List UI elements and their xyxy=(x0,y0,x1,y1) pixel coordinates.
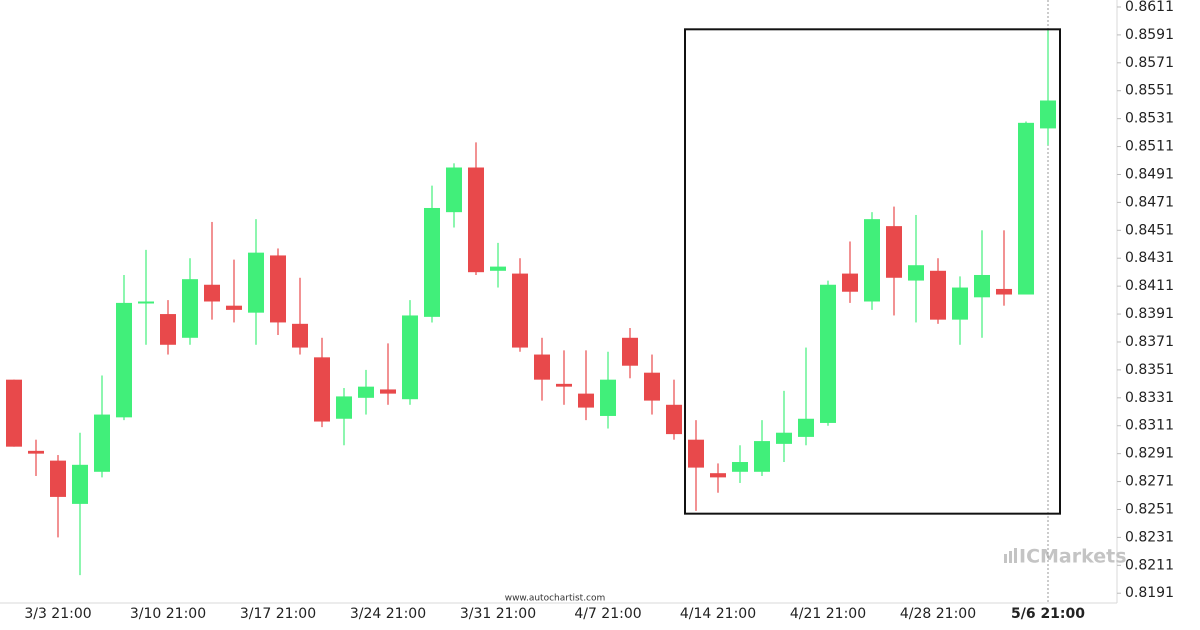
x-tick-label: 3/31 21:00 xyxy=(460,606,536,622)
watermark: www.autochartist.com xyxy=(505,594,606,604)
candle-body xyxy=(336,396,352,419)
candle-body xyxy=(688,439,704,468)
candle-body xyxy=(94,414,110,472)
y-tick-label: 0.8191 xyxy=(1125,585,1174,601)
x-tick-label: 3/3 21:00 xyxy=(24,606,91,622)
candle-body xyxy=(160,314,176,345)
candle-body xyxy=(380,389,396,394)
candle-body xyxy=(798,418,814,437)
brand-logo: ICMarkets xyxy=(1004,546,1127,568)
candle-body xyxy=(204,284,220,302)
candle-body xyxy=(1018,122,1034,295)
y-tick-label: 0.8251 xyxy=(1125,501,1174,517)
candle-body xyxy=(842,273,858,292)
y-tick-label: 0.8411 xyxy=(1125,278,1174,294)
x-tick-label: 4/28 21:00 xyxy=(900,606,976,622)
candle-body xyxy=(578,393,594,408)
candle-body xyxy=(248,252,264,313)
candle-body xyxy=(28,450,44,454)
y-tick-label: 0.8471 xyxy=(1125,194,1174,210)
candle-body xyxy=(666,404,682,435)
y-tick-label: 0.8291 xyxy=(1125,446,1174,462)
candle-body xyxy=(864,219,880,302)
y-tick-label: 0.8351 xyxy=(1125,362,1174,378)
candle-body xyxy=(402,315,418,400)
x-tick-label: 4/7 21:00 xyxy=(574,606,641,622)
candle-body xyxy=(732,462,748,472)
candle-body xyxy=(50,460,66,497)
logo-bar xyxy=(1009,551,1012,563)
x-tick-label: 4/21 21:00 xyxy=(790,606,866,622)
x-tick-label: 4/14 21:00 xyxy=(680,606,756,622)
candle-body xyxy=(622,337,638,366)
candle-body xyxy=(820,284,836,423)
candle-body xyxy=(358,386,374,398)
y-tick-label: 0.8531 xyxy=(1125,111,1174,127)
candle-body xyxy=(930,270,946,320)
candle-body xyxy=(116,302,132,418)
candle-body xyxy=(446,167,462,213)
candle-body xyxy=(710,473,726,478)
y-tick-label: 0.8211 xyxy=(1125,557,1174,573)
candle-body xyxy=(534,354,550,380)
y-tick-label: 0.8371 xyxy=(1125,334,1174,350)
candle-body xyxy=(72,464,88,504)
candle-body xyxy=(6,379,22,447)
candle-body xyxy=(182,279,198,338)
y-tick-label: 0.8611 xyxy=(1125,0,1174,15)
candle-body xyxy=(314,357,330,422)
x-tick-label: 3/10 21:00 xyxy=(130,606,206,622)
candle-body xyxy=(754,441,770,472)
candle-body xyxy=(138,301,154,304)
candle-body xyxy=(270,255,286,323)
x-tick-label: 3/24 21:00 xyxy=(350,606,426,622)
x-tick-label: 5/6 21:00 xyxy=(1011,606,1085,622)
candle-body xyxy=(908,265,924,281)
candle-body xyxy=(974,274,990,298)
candle-body xyxy=(424,207,440,317)
logo-bar xyxy=(1014,548,1017,563)
candle-body xyxy=(996,288,1012,295)
y-tick-label: 0.8571 xyxy=(1125,55,1174,71)
candle-body xyxy=(512,273,528,348)
candle-body xyxy=(1040,100,1056,129)
candle-body xyxy=(226,305,242,310)
y-tick-label: 0.8451 xyxy=(1125,222,1174,238)
logo-bar xyxy=(1004,554,1007,563)
candle-body xyxy=(490,266,506,271)
candle-body xyxy=(556,383,572,387)
x-tick-label: 3/17 21:00 xyxy=(240,606,316,622)
y-tick-label: 0.8271 xyxy=(1125,474,1174,490)
y-tick-label: 0.8591 xyxy=(1125,27,1174,43)
y-tick-label: 0.8331 xyxy=(1125,390,1174,406)
y-tick-label: 0.8311 xyxy=(1125,418,1174,434)
candle-body xyxy=(776,432,792,444)
candle-body xyxy=(468,167,484,273)
brand-text: ICMarkets xyxy=(1019,546,1127,568)
pattern-box xyxy=(684,28,1061,515)
candle-body xyxy=(886,226,902,278)
candle-body xyxy=(292,323,308,348)
y-tick-label: 0.8391 xyxy=(1125,306,1174,322)
y-tick-label: 0.8551 xyxy=(1125,83,1174,99)
y-tick-label: 0.8231 xyxy=(1125,529,1174,545)
y-tick-label: 0.8431 xyxy=(1125,250,1174,266)
candle-body xyxy=(644,372,660,401)
y-tick-label: 0.8491 xyxy=(1125,166,1174,182)
candle-body xyxy=(600,379,616,416)
candle-body xyxy=(952,287,968,320)
y-tick-label: 0.8511 xyxy=(1125,139,1174,155)
